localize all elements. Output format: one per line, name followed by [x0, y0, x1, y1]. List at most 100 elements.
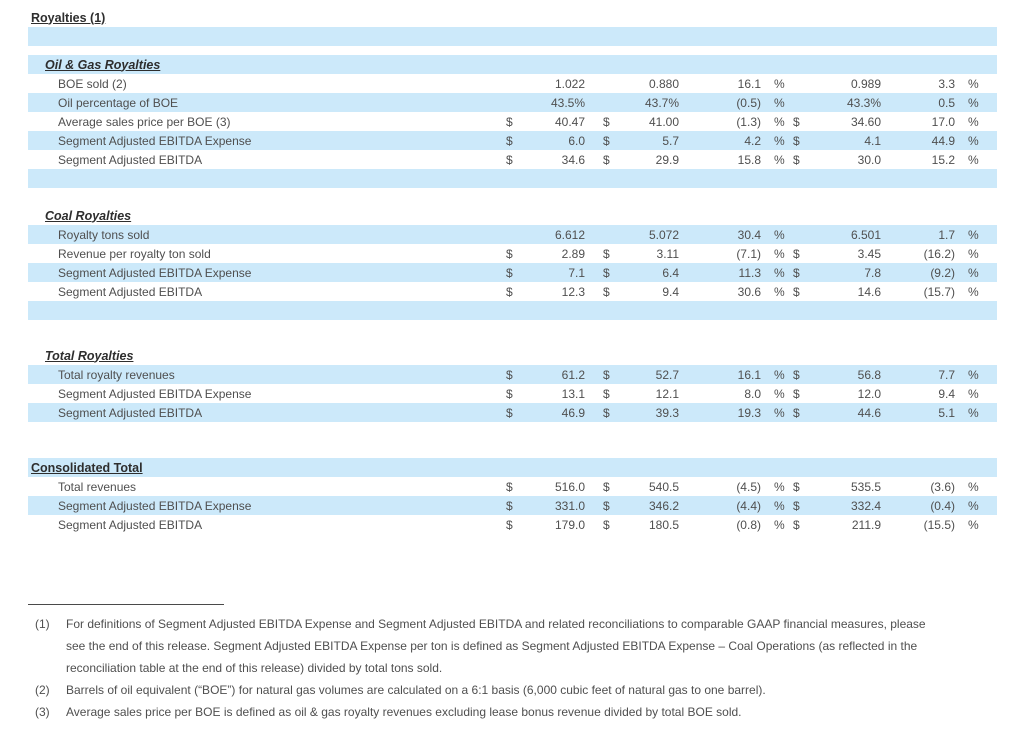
value-current-quarter: 40.47 — [554, 114, 585, 129]
value-current-quarter: 516.0 — [554, 479, 585, 494]
value-prior-quarter: 12.1 — [655, 386, 679, 401]
change-percent-value: 11.3 — [738, 265, 761, 280]
value-current-quarter: 34.6 — [561, 152, 585, 167]
change-percent-value: (15.5) — [923, 517, 955, 532]
percent-sign: % — [968, 284, 979, 299]
section-heading-row: Coal Royalties — [28, 206, 997, 225]
currency-symbol: $ — [793, 405, 800, 420]
currency-symbol: $ — [793, 265, 800, 280]
group-heading: Royalties (1) — [31, 10, 106, 25]
percent-sign: % — [968, 517, 979, 532]
row-label: Segment Adjusted EBITDA Expense — [58, 133, 252, 148]
table-row: Revenue per royalty ton sold $2.89 $3.11 (7… — [28, 244, 997, 263]
footnote-text: Barrels of oil equivalent (“BOE”) for na… — [66, 683, 766, 697]
row-label: Segment Adjusted EBITDA Expense — [58, 265, 252, 280]
currency-symbol: $ — [506, 405, 513, 420]
percent-sign: % — [774, 152, 785, 167]
currency-symbol: $ — [793, 133, 800, 148]
group-heading-row: Consolidated Total — [28, 458, 997, 477]
currency-symbol: $ — [603, 152, 610, 167]
change-percent-value: (0.5) — [736, 95, 761, 110]
value-current-quarter: 7.1 — [568, 265, 585, 280]
group-heading: Consolidated Total — [31, 460, 143, 475]
value-prior-quarter: 29.9 — [655, 152, 679, 167]
section-heading: Oil & Gas Royalties — [45, 57, 161, 72]
currency-symbol: $ — [506, 284, 513, 299]
currency-symbol: $ — [506, 479, 513, 494]
currency-symbol: $ — [603, 133, 610, 148]
financial-table: Royalties (1) Oil & Gas Royalties BOE sold… — [28, 8, 997, 534]
change-percent-value: 16.1 — [737, 76, 761, 91]
value-prior-year: 535.5 — [850, 479, 881, 494]
currency-symbol: $ — [793, 367, 800, 382]
value-prior-quarter: 180.5 — [648, 517, 679, 532]
percent-sign: % — [774, 405, 785, 420]
group-heading-row: Royalties (1) — [28, 8, 997, 27]
currency-symbol: $ — [506, 517, 513, 532]
table-row: Royalty tons sold 6.612 5.072 30.4% 6.501 1.7… — [28, 225, 997, 244]
footnote-item: (1) For definitions of Segment Adjusted … — [28, 613, 997, 679]
percent-sign: % — [968, 265, 979, 280]
currency-symbol: $ — [603, 517, 610, 532]
footnote-text: For definitions of Segment Adjusted EBIT… — [66, 617, 926, 675]
change-percent-value: (0.8) — [736, 517, 761, 532]
section-heading: Total Royalties — [45, 348, 134, 363]
row-label: Revenue per royalty ton sold — [58, 246, 211, 261]
value-prior-quarter: 43.7% — [644, 95, 679, 110]
currency-symbol: $ — [506, 498, 513, 513]
value-prior-year: 44.6 — [857, 405, 881, 420]
change-percent-value: (9.2) — [930, 265, 955, 280]
section-heading-row: Oil & Gas Royalties — [28, 55, 997, 74]
percent-sign: % — [968, 133, 979, 148]
percent-sign: % — [774, 114, 785, 129]
currency-symbol: $ — [506, 133, 513, 148]
value-current-quarter: 61.2 — [561, 367, 585, 382]
value-prior-year: 56.8 — [857, 367, 881, 382]
footnote-item: (2) Barrels of oil equivalent (“BOE”) fo… — [28, 679, 997, 701]
percent-sign: % — [774, 133, 785, 148]
currency-symbol: $ — [793, 386, 800, 401]
footnote-marker: (2) — [35, 683, 50, 697]
percent-sign: % — [968, 76, 979, 91]
percent-sign: % — [968, 114, 979, 129]
table-row: Total revenues $516.0 $540.5 (4.5)% $535.5 (3… — [28, 477, 997, 496]
change-percent-value: 19.3 — [737, 405, 761, 420]
row-label: Segment Adjusted EBITDA Expense — [58, 498, 252, 513]
spacer-row — [28, 422, 997, 458]
percent-sign: % — [774, 517, 785, 532]
table-row: Segment Adjusted EBITDA $179.0 $180.5 (0.8)… — [28, 515, 997, 534]
value-prior-year: 3.45 — [857, 246, 881, 261]
value-prior-quarter: 39.3 — [655, 405, 679, 420]
percent-sign: % — [968, 498, 979, 513]
change-percent-value: 15.2 — [931, 152, 955, 167]
spacer-row — [28, 169, 997, 188]
change-percent-value: 1.7 — [938, 227, 955, 242]
value-prior-quarter: 540.5 — [648, 479, 679, 494]
percent-sign: % — [774, 76, 785, 91]
percent-sign: % — [968, 246, 979, 261]
value-prior-quarter: 5.072 — [648, 227, 679, 242]
table-row: Oil percentage of BOE 43.5% 43.7% (0.5)% 43.… — [28, 93, 997, 112]
change-percent-value: (4.5) — [736, 479, 761, 494]
row-label: Segment Adjusted EBITDA Expense — [58, 386, 252, 401]
value-prior-quarter: 9.4 — [662, 284, 679, 299]
table-row: Segment Adjusted EBITDA Expense $331.0 $34… — [28, 496, 997, 515]
value-prior-quarter: 346.2 — [648, 498, 679, 513]
footnote-item: (3) Average sales price per BOE is defin… — [28, 701, 997, 723]
row-label: Segment Adjusted EBITDA — [58, 284, 203, 299]
percent-sign: % — [774, 265, 785, 280]
currency-symbol: $ — [793, 517, 800, 532]
currency-symbol: $ — [506, 367, 513, 382]
currency-symbol: $ — [506, 114, 513, 129]
value-prior-quarter: 3.11 — [656, 246, 679, 261]
change-percent-value: 30.6 — [737, 284, 761, 299]
row-label: Oil percentage of BOE — [58, 95, 179, 110]
value-prior-year: 14.6 — [857, 284, 881, 299]
currency-symbol: $ — [603, 479, 610, 494]
change-percent-value: (3.6) — [930, 479, 955, 494]
row-label: Segment Adjusted EBITDA — [58, 517, 203, 532]
currency-symbol: $ — [793, 498, 800, 513]
value-current-quarter: 13.1 — [561, 386, 585, 401]
spacer-row — [28, 46, 997, 55]
currency-symbol: $ — [793, 152, 800, 167]
